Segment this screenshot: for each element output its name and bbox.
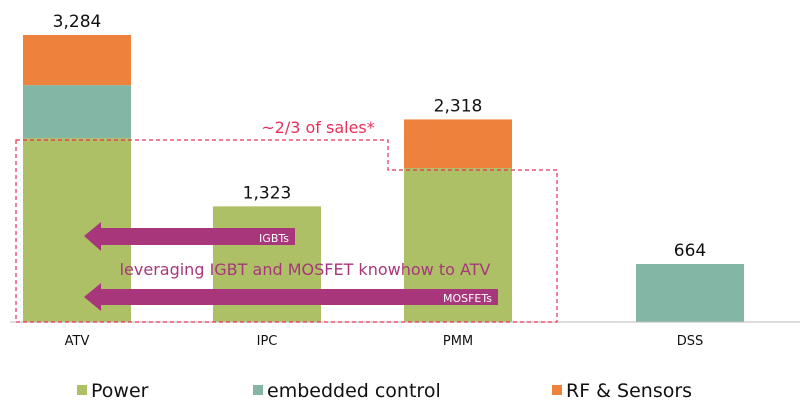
category-label-ipc: IPC xyxy=(257,334,278,349)
total-labels: 3,284 1,323 2,318 664 xyxy=(53,12,707,261)
legend-swatch-1 xyxy=(253,385,263,395)
legend-label-2: RF & Sensors xyxy=(566,380,692,402)
category-label-atv: ATV xyxy=(65,334,90,349)
bar-atv-rf-sensors xyxy=(23,35,131,86)
total-label-atv: 3,284 xyxy=(53,12,102,32)
bar-atv-embedded-control xyxy=(23,85,131,139)
legend-swatch-0 xyxy=(77,385,87,395)
category-label-pmm: PMM xyxy=(443,334,473,349)
total-label-ipc: 1,323 xyxy=(243,183,292,203)
category-labels: ATV IPC PMM DSS xyxy=(65,334,704,349)
sales-dashed-box xyxy=(15,139,558,323)
total-label-dss: 664 xyxy=(674,241,706,261)
igbt-arrow: IGBTs xyxy=(84,222,295,251)
igbt-arrow-label: IGBTs xyxy=(259,232,289,245)
legend-label-0: Power xyxy=(91,380,149,402)
mosfet-arrow-label: MOSFETs xyxy=(443,292,492,305)
bar-dss-embedded-control xyxy=(636,263,744,322)
legend: Power embedded control RF & Sensors xyxy=(77,380,692,402)
sales-box-label: ~2/3 of sales* xyxy=(261,118,375,137)
total-label-pmm: 2,318 xyxy=(434,96,483,116)
legend-swatch-2 xyxy=(552,385,562,395)
legend-label-1: embedded control xyxy=(267,380,441,402)
category-label-dss: DSS xyxy=(677,334,704,349)
bar-pmm-rf-sensors xyxy=(404,119,512,169)
knowhow-text: leveraging IGBT and MOSFET knowhow to AT… xyxy=(120,260,491,279)
mosfet-arrow: MOSFETs xyxy=(84,283,498,311)
